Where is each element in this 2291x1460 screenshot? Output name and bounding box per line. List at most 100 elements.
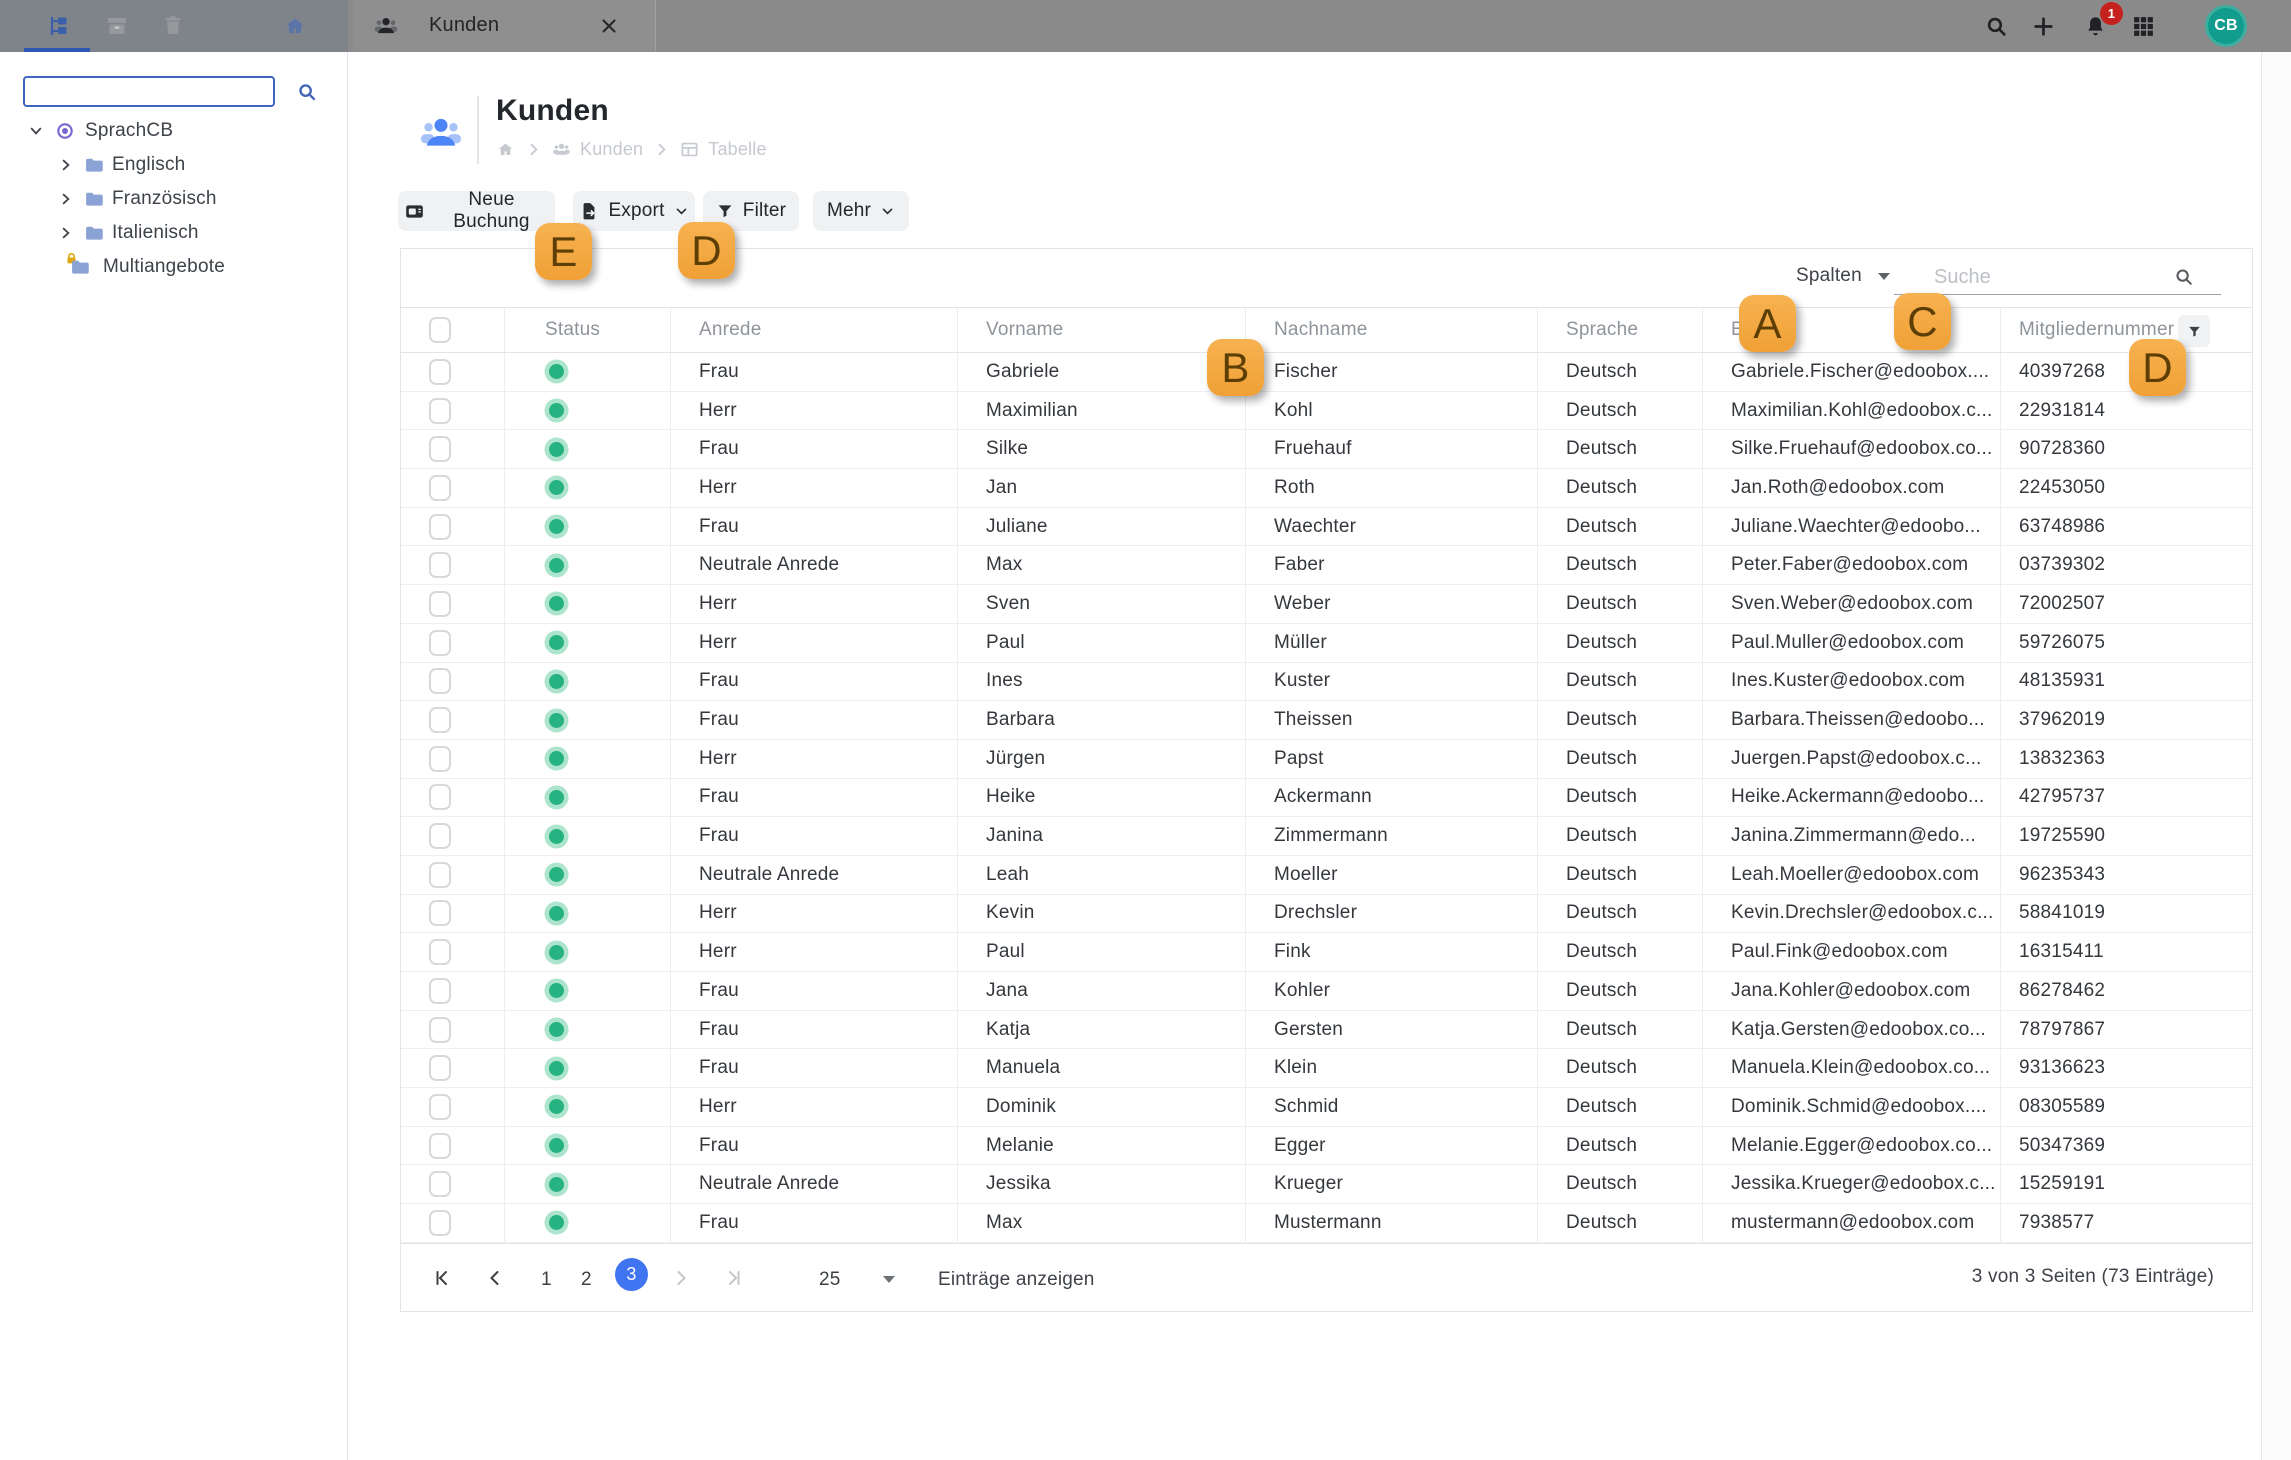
table-row[interactable]: Frau Ines Kuster Deutsch Ines.Kuster@edoobox… — [401, 662, 2252, 702]
table-search-input[interactable] — [1894, 261, 2221, 295]
table-row[interactable]: Frau Barbara Theissen Deutsch Barbara.Theiss… — [401, 701, 2252, 740]
column-header-mitgliedernummer[interactable]: Mitgliedernummer — [2000, 308, 2253, 352]
chevron-right-icon[interactable] — [58, 157, 74, 173]
table-row[interactable]: Frau Juliane Waechter Deutsch Juliane.Waecht… — [401, 507, 2252, 547]
avatar[interactable]: CB — [2205, 5, 2247, 47]
table-row[interactable]: Herr Jürgen Papst Deutsch Juergen.Papst@edoo… — [401, 739, 2252, 779]
row-checkbox[interactable] — [429, 1093, 451, 1120]
sidebar-item-sprachcb[interactable]: SprachCB — [0, 114, 346, 148]
table-row[interactable]: Frau Gabriele Fischer Deutsch Gabriele.Fisch… — [401, 353, 2252, 392]
sidebar-item-multiangebote[interactable]: Multiangebote — [0, 250, 346, 284]
sidebar-item-englisch[interactable]: Englisch — [0, 148, 346, 182]
archive-icon[interactable] — [105, 14, 129, 38]
chevron-right-icon[interactable] — [58, 191, 74, 207]
table-row[interactable]: Neutrale Anrede Jessika Krueger Deutsch Jess… — [401, 1165, 2252, 1205]
row-checkbox[interactable] — [429, 823, 451, 850]
table-row[interactable]: Frau Heike Ackermann Deutsch Heike.Ackermann… — [401, 778, 2252, 818]
cell-mitgliedernummer: 22931814 — [2000, 391, 2253, 430]
table-row[interactable]: Frau Katja Gersten Deutsch Katja.Gersten@edo… — [401, 1010, 2252, 1050]
sidebar-search-icon[interactable] — [296, 81, 318, 103]
breadcrumb-item[interactable]: Tabelle — [708, 138, 767, 159]
sidebar-item-französisch[interactable]: Französisch — [0, 182, 346, 216]
page-number-1[interactable]: 1 — [541, 1269, 552, 1290]
row-checkbox[interactable] — [429, 939, 451, 966]
row-checkbox[interactable] — [429, 552, 451, 579]
sidebar-item-italienisch[interactable]: Italienisch — [0, 216, 346, 250]
column-header-sprache[interactable]: Sprache — [1537, 308, 1702, 352]
table-row[interactable]: Frau Manuela Klein Deutsch Manuela.Klein@edo… — [401, 1049, 2253, 1089]
column-header-anrede[interactable]: Anrede — [670, 308, 957, 352]
page-number-3-active[interactable]: 3 — [615, 1258, 648, 1291]
previous-page-icon[interactable] — [485, 1268, 505, 1288]
scrollbar-track[interactable] — [2261, 52, 2262, 1460]
row-checkbox[interactable] — [429, 1209, 451, 1236]
row-checkbox[interactable] — [429, 1132, 451, 1159]
table-row[interactable]: Frau Melanie Egger Deutsch Melanie.Egger@edo… — [401, 1126, 2252, 1166]
table-row[interactable]: Frau Janina Zimmermann Deutsch Janina.Zimmer… — [401, 817, 2252, 856]
row-checkbox[interactable] — [429, 861, 451, 888]
breadcrumb-item[interactable]: Kunden — [580, 138, 644, 159]
table-row[interactable]: Herr Jan Roth Deutsch Jan.Roth@edoobox.com 22… — [401, 469, 2252, 508]
table-row[interactable]: Herr Paul Müller Deutsch Paul.Muller@edoobox… — [401, 623, 2252, 663]
chevron-down-icon[interactable] — [28, 123, 44, 139]
table-row[interactable]: Neutrale Anrede Max Faber Deutsch Peter.Fabe… — [401, 546, 2252, 586]
last-page-icon[interactable] — [724, 1268, 744, 1288]
notifications-bell-icon[interactable] — [2083, 14, 2108, 39]
row-checkbox[interactable] — [429, 1171, 451, 1198]
more-button[interactable]: Mehr — [813, 191, 909, 231]
row-checkbox[interactable] — [429, 358, 451, 385]
table-row[interactable]: Herr Paul Fink Deutsch Paul.Fink@edoobox.com… — [401, 933, 2252, 972]
export-button[interactable]: Export — [573, 191, 695, 231]
row-checkbox[interactable] — [429, 436, 451, 463]
close-icon[interactable] — [598, 15, 620, 37]
row-checkbox[interactable] — [429, 745, 451, 772]
row-checkbox[interactable] — [429, 513, 451, 540]
trash-icon[interactable] — [161, 14, 185, 38]
row-checkbox[interactable] — [429, 900, 451, 927]
search-icon[interactable] — [1984, 14, 2009, 39]
first-page-icon[interactable] — [432, 1268, 452, 1288]
breadcrumb-home-icon[interactable] — [496, 140, 515, 159]
columns-dropdown[interactable]: Spalten — [1796, 265, 1890, 287]
cell-nachname: Gersten — [1245, 1010, 1537, 1049]
tree-view-icon[interactable] — [47, 14, 71, 38]
tab-kunden[interactable]: Kunden — [353, 0, 656, 52]
page-number-2[interactable]: 2 — [581, 1269, 592, 1290]
table-row[interactable]: Herr Maximilian Kohl Deutsch Maximilian.Kohl… — [401, 391, 2253, 431]
home-icon[interactable] — [283, 14, 307, 38]
sidebar-search-input[interactable] — [23, 76, 275, 107]
chevron-right-icon[interactable] — [58, 225, 74, 241]
row-checkbox[interactable] — [429, 977, 451, 1004]
table-row[interactable]: Frau Jana Kohler Deutsch Jana.Kohler@edoobox… — [401, 972, 2252, 1011]
page-size-value[interactable]: 25 — [819, 1269, 841, 1290]
column-header-vorname[interactable]: Vorname — [957, 308, 1245, 352]
table-row[interactable]: Herr Sven Weber Deutsch Sven.Weber@edoobox.c… — [401, 585, 2252, 624]
table-row[interactable]: Neutrale Anrede Leah Moeller Deutsch Leah.Mo… — [401, 855, 2253, 895]
table-row[interactable]: Frau Max Mustermann Deutsch mustermann@edoob… — [401, 1204, 2252, 1243]
column-filter-button[interactable] — [2178, 315, 2210, 347]
row-checkbox[interactable] — [429, 590, 451, 617]
column-header-nachname[interactable]: Nachname — [1245, 308, 1537, 352]
table-search-icon[interactable] — [2173, 266, 2195, 288]
new-booking-button[interactable]: Neue Buchung — [398, 189, 555, 232]
row-checkbox[interactable] — [429, 668, 451, 695]
apps-grid-icon[interactable] — [2131, 14, 2156, 39]
cell-mitgliedernummer: 96235343 — [2000, 855, 2253, 894]
table-row[interactable]: Herr Dominik Schmid Deutsch Dominik.Schmid@e… — [401, 1088, 2252, 1127]
row-checkbox[interactable] — [429, 707, 451, 734]
row-checkbox[interactable] — [429, 1055, 451, 1082]
row-checkbox[interactable] — [429, 1016, 451, 1043]
row-checkbox[interactable] — [429, 397, 451, 424]
row-checkbox[interactable] — [429, 474, 451, 501]
filter-button[interactable]: Filter — [703, 191, 799, 231]
table-row[interactable]: Frau Silke Fruehauf Deutsch Silke.Fruehauf@e… — [401, 430, 2252, 470]
add-icon[interactable] — [2031, 14, 2056, 39]
cell-mitgliedernummer: 93136623 — [2000, 1049, 2253, 1088]
row-checkbox[interactable] — [429, 629, 451, 656]
row-checkbox[interactable] — [429, 784, 451, 811]
next-page-icon[interactable] — [671, 1268, 691, 1288]
table-row[interactable]: Herr Kevin Drechsler Deutsch Kevin.Drechsler… — [401, 894, 2252, 934]
select-all-checkbox[interactable] — [429, 317, 451, 343]
page-size-dropdown-icon[interactable] — [883, 1276, 895, 1283]
column-header-status[interactable]: Status — [504, 308, 670, 352]
